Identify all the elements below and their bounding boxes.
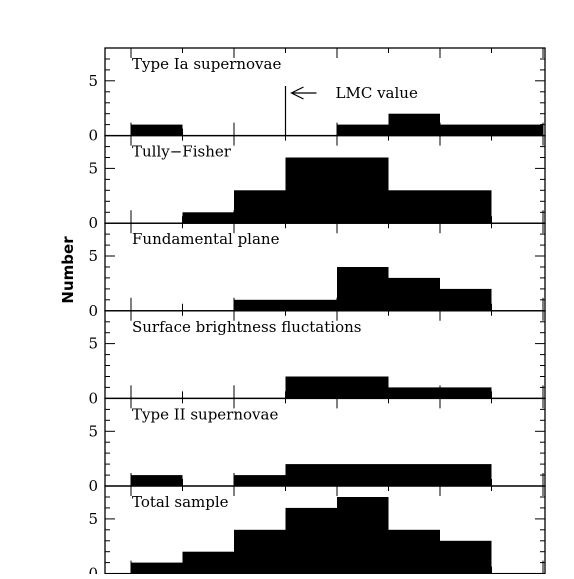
y-tick-label: 0 xyxy=(88,477,98,495)
histogram-bar xyxy=(285,299,337,311)
bars-layer xyxy=(131,113,543,574)
histogram-bar xyxy=(337,124,389,136)
histogram-bar xyxy=(234,299,286,311)
histogram-bar xyxy=(388,277,440,311)
panel-label: Tully−Fisher xyxy=(132,143,232,161)
histogram-bar xyxy=(337,464,389,486)
histogram-bar xyxy=(285,157,337,224)
histogram-bar xyxy=(131,562,183,574)
histogram-bar xyxy=(131,124,183,136)
y-tick-label: 0 xyxy=(88,214,98,232)
lmc-arrow-icon xyxy=(290,86,317,100)
histogram-bar xyxy=(234,475,286,486)
histogram-bar xyxy=(440,387,492,399)
y-axis-label: Number xyxy=(59,236,77,304)
histogram-bar xyxy=(285,507,337,574)
y-tick-label: 0 xyxy=(88,302,98,320)
panel-label: Type II supernovae xyxy=(132,405,278,423)
labels-layer: 0 5 Type Ia supernovae LMC value 0 5 Tully−Fis… xyxy=(88,55,418,579)
histogram-bar xyxy=(388,387,440,399)
histogram-bar xyxy=(337,497,389,574)
y-tick-label: 5 xyxy=(88,247,98,265)
histogram-bar xyxy=(388,113,440,136)
y-tick-label: 5 xyxy=(88,159,98,177)
ticks-layer xyxy=(105,48,545,574)
histogram-bar xyxy=(388,529,440,574)
histogram-bar xyxy=(337,376,389,399)
histogram-bar xyxy=(182,551,234,574)
histogram-bar xyxy=(131,475,183,486)
histogram-bar xyxy=(285,464,337,486)
lmc-annotation: LMC value xyxy=(336,84,418,102)
histogram-bar xyxy=(440,464,492,486)
histogram-bar xyxy=(491,124,543,136)
panel-label: Fundamental plane xyxy=(132,230,280,248)
y-tick-label: 0 xyxy=(88,127,98,145)
histogram-bar xyxy=(440,288,492,311)
histogram-bar xyxy=(285,376,337,399)
histogram-bar xyxy=(440,190,492,224)
histogram-bar xyxy=(440,540,492,574)
y-tick-label: 5 xyxy=(88,335,98,353)
histogram-bar xyxy=(440,124,492,136)
y-tick-label: 0 xyxy=(88,389,98,407)
histogram-bar xyxy=(388,190,440,224)
histogram-bar xyxy=(337,157,389,224)
y-tick-label: 5 xyxy=(88,510,98,528)
y-tick-label: 5 xyxy=(88,72,98,90)
histogram-bar xyxy=(388,464,440,486)
histogram-bar xyxy=(337,267,389,311)
y-tick-label: 5 xyxy=(88,422,98,440)
panel-label: Type Ia supernovae xyxy=(132,55,281,73)
histogram-bar xyxy=(234,529,286,574)
y-tick-label: 0 xyxy=(88,565,98,574)
panel-label: Total sample xyxy=(132,493,229,511)
histogram-bar xyxy=(234,190,286,224)
panel-label: Surface brightness fluctations xyxy=(132,318,361,336)
histogram-bar xyxy=(182,212,234,224)
